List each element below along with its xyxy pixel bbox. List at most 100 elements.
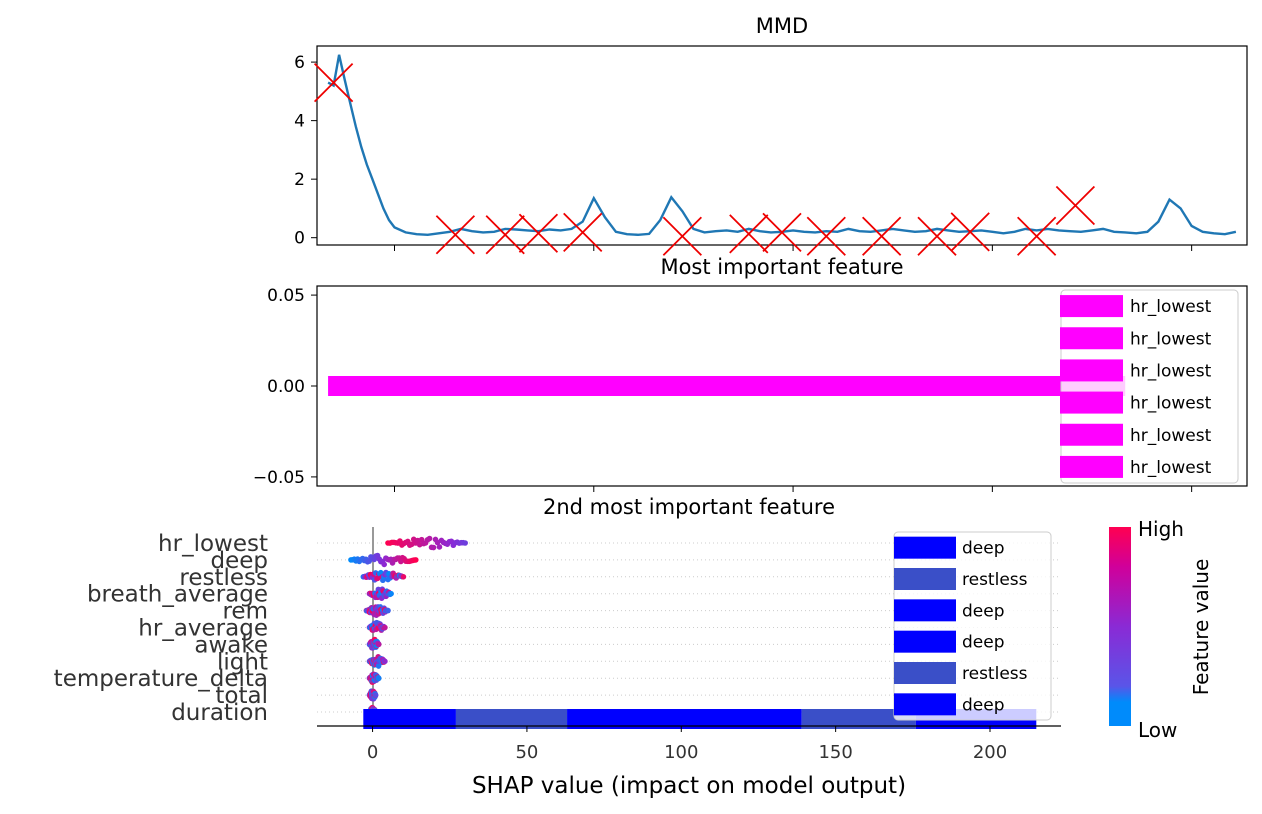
most-important-legend-swatch-5 [1060,455,1123,478]
most-important-legend: hr_lowest hr_lowest hr_lowest hr_lowest hr_l… [1060,289,1239,484]
mmd-marker-2 [485,215,525,255]
second-important-legend-label-2: deep [962,601,1005,621]
most-important-legend-label-1: hr_lowest [1130,329,1212,349]
mmd-marker-10 [917,216,957,256]
shap-feature-label-duration: duration [171,700,268,726]
shap-x-axis-label: SHAP value (impact on model output) [472,773,906,799]
second-important-legend-swatch-2 [894,599,956,622]
shap-feature-label-temperature_delta: temperature_delta [54,666,268,692]
most-important-y-tick-label-2: −0.05 [253,468,305,488]
shap-feature-label-awake: awake [194,632,268,658]
shap-feature-label-light: light [217,649,268,675]
most-important-legend-frame [1060,289,1239,484]
shap-stacked-segment-1 [455,709,568,729]
shap-feature-label-total: total [215,683,268,709]
shap-x-tick-label-1: 50 [515,742,538,763]
shap-feature-labels: hr_lowestdeeprestlessbreath_averageremhr… [54,531,268,726]
most-important-legend-label-5: hr_lowest [1130,458,1212,478]
second-important-legend-swatch-5 [894,693,956,716]
mmd-marker-4 [563,212,603,253]
mmd-title: MMD [756,14,808,38]
feature-value-colorbar [1109,527,1131,726]
second-important-legend-label-3: deep [962,633,1005,653]
shap-stacked-segment-2 [567,709,802,729]
second-important-legend-label-5: deep [962,695,1005,715]
shap-point-6-39 [375,641,382,648]
shap-x-tick-label-0: 0 [367,742,378,763]
most-important-legend-swatch-1 [1060,327,1123,350]
mmd-marker-6 [729,214,769,254]
mmd-series-line [327,54,1237,237]
colorbar-title: Feature value [1189,559,1213,696]
shap-point-0-26 [436,544,443,550]
most-important-legend-swatch-2 [1060,359,1123,382]
shap-feature-label-hr_average: hr_average [138,616,268,642]
mmd-marker-1 [435,215,476,255]
second-important-legend-frame [893,531,1052,721]
mmd-marker-12 [1017,216,1057,256]
most-important-x-ticks [394,486,1193,492]
shap-point-9-39 [372,692,379,698]
most-important-panel: Most important feature 0.05 0.00 −0.05 hr_… [253,255,1248,492]
shap-feature-label-rem: rem [222,599,268,625]
shap-feature-label-restless: restless [179,565,268,591]
shap-point-7-39 [382,658,388,665]
shap-point-1-39 [412,557,419,563]
second-important-legend-swatch-0 [894,536,956,559]
shap-feature-label-hr_lowest: hr_lowest [158,531,268,557]
mmd-marker-3 [518,213,559,253]
second-important-legend-label-1: restless [962,570,1028,590]
most-important-y-tick-label-1: 0.00 [267,377,305,397]
shap-feature-label-breath_average: breath_average [87,582,268,608]
mmd-axes-frame [316,45,1248,246]
mmd-y-ticks: 0 2 4 6 [294,53,317,249]
shap-point-0-39 [462,540,468,546]
second-important-legend: deep restless deep deep restless deep [893,531,1052,721]
mmd-y-tick-label-2: 4 [294,112,305,132]
most-important-legend-swatch-4 [1060,423,1123,446]
mmd-marker-5 [662,216,702,256]
shap-point-0-23 [430,544,437,551]
most-important-title: Most important feature [660,255,903,279]
shap-stacked-segment-3 [801,709,916,729]
mmd-y-tick-label-3: 6 [294,53,305,73]
shap-point-0-21 [426,535,433,542]
shap-x-tick-label-3: 150 [818,742,852,763]
mmd-change-markers [313,62,1096,256]
most-important-legend-swatch-0 [1060,295,1123,318]
second-important-title: 2nd most important feature [543,495,835,519]
most-important-bar [328,376,1126,396]
second-important-legend-swatch-1 [894,568,956,590]
shap-point-3-39 [388,590,394,597]
second-important-legend-label-0: deep [962,539,1005,559]
shap-x-tick-label-2: 100 [664,742,698,763]
shap-x-ticks: 0 50 100 150 200 [367,726,1007,763]
most-important-legend-label-4: hr_lowest [1130,426,1212,446]
shap-point-2-39 [400,574,407,580]
shap-point-1-20 [381,561,388,568]
mmd-marker-9 [862,216,902,256]
most-important-legend-label-3: hr_lowest [1130,394,1212,414]
most-important-legend-swatch-3 [1060,391,1123,414]
mmd-marker-7 [762,212,802,253]
colorbar-low-label: Low [1138,718,1177,742]
shap-point-7-23 [375,663,382,669]
mmd-y-tick-label-1: 2 [294,170,305,190]
most-important-legend-label-2: hr_lowest [1130,361,1212,381]
mmd-y-tick-label-0: 0 [294,229,305,249]
mmd-marker-8 [806,216,846,256]
shap-stacked-segment-0 [363,709,456,729]
mmd-marker-13 [1055,185,1096,226]
shap-point-5-39 [382,624,388,631]
mmd-marker-11 [950,212,990,252]
second-important-panel: 2nd most important feature hr_lowestdeep… [54,495,1213,799]
shap-point-4-39 [385,607,391,614]
shap-point-8-39 [375,675,382,681]
second-important-legend-label-4: restless [962,664,1028,684]
shap-x-tick-label-4: 200 [973,742,1007,763]
shap-beeswarm-points [348,535,468,720]
most-important-y-tick-label-0: 0.05 [267,286,305,306]
most-important-legend-label-0: hr_lowest [1130,297,1212,317]
mmd-x-ticks [394,245,1193,251]
